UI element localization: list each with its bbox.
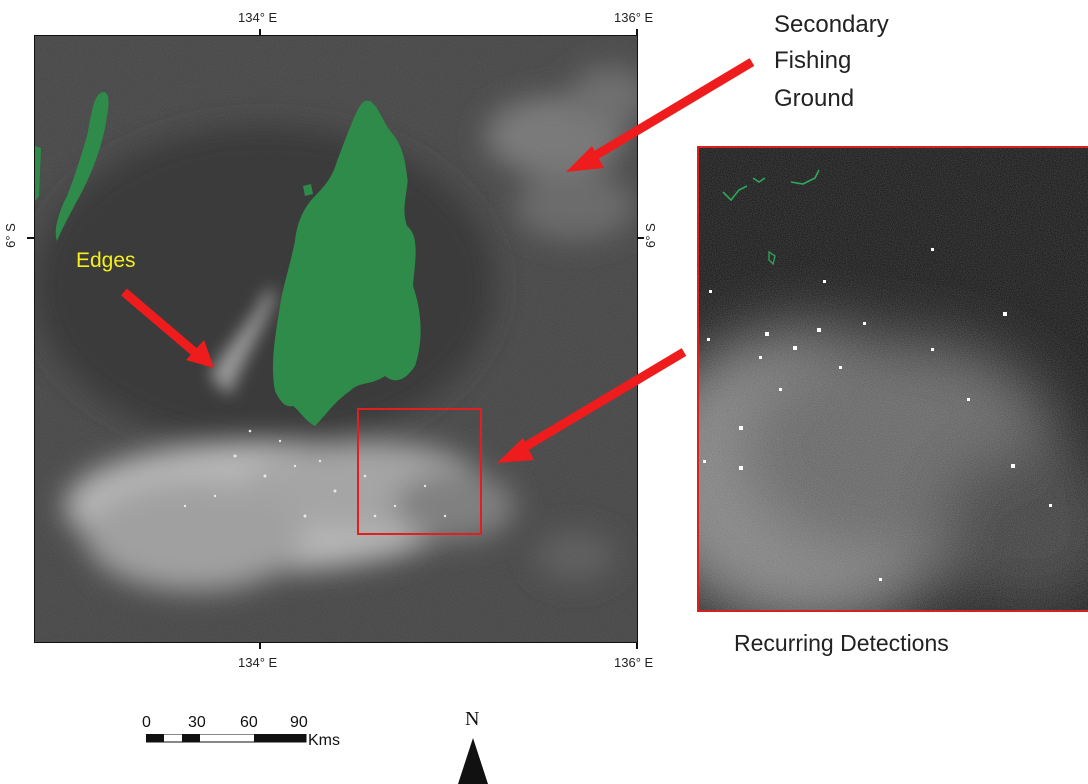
- western-island-sliver: [35, 146, 41, 201]
- lon-label-bottom-134: 134° E: [238, 655, 278, 670]
- inset-islet: [768, 250, 776, 266]
- edges-arrow: [121, 288, 214, 368]
- tick-right-6s: [637, 237, 644, 239]
- inset-noise: [699, 148, 1088, 610]
- main-island: [272, 100, 421, 426]
- main-map: [34, 35, 638, 643]
- inset-detection-points: [703, 248, 1052, 581]
- inset-zoom-panel: [697, 146, 1088, 612]
- tick-top-136: [636, 29, 638, 36]
- inset-canvas: [699, 148, 1088, 610]
- north-arrow-icon: [458, 738, 488, 784]
- scale-bar: 0 30 60 90 Kms: [142, 714, 382, 764]
- secondary-label-line3: Ground: [774, 85, 855, 112]
- secondary-label-line2: Fishing: [774, 47, 852, 74]
- highlight-box: [357, 408, 482, 535]
- tick-left-6s: [27, 237, 34, 239]
- scale-bar-graphic: [146, 734, 307, 743]
- detection-points: [183, 429, 447, 518]
- scale-tick-60: 60: [240, 714, 258, 731]
- inset-arrow: [497, 348, 687, 463]
- western-island: [55, 92, 109, 241]
- north-letter: N: [465, 708, 480, 730]
- inset-coastline: [722, 169, 820, 202]
- scale-tick-0: 0: [142, 714, 151, 731]
- lon-label-bottom-136: 136° E: [614, 655, 654, 670]
- main-island-speck: [303, 184, 313, 196]
- tick-bottom-134: [259, 642, 261, 649]
- scale-tick-90: 90: [290, 714, 308, 731]
- secondary-label-line1: Secondary: [774, 11, 889, 38]
- secondary-ground-arrow: [566, 58, 755, 172]
- scale-tick-30: 30: [188, 714, 206, 731]
- lon-label-top-134: 134° E: [238, 10, 278, 25]
- recurring-detections-caption: Recurring Detections: [734, 630, 949, 656]
- lon-label-top-136: 136° E: [614, 10, 654, 25]
- edges-label: Edges: [76, 249, 136, 272]
- tick-bottom-136: [636, 642, 638, 649]
- scale-unit: Kms: [308, 732, 340, 749]
- main-map-canvas: [35, 36, 637, 642]
- tick-top-134: [259, 29, 261, 36]
- edges-streak: [210, 286, 275, 396]
- primary-fishing-glow: [65, 441, 615, 591]
- north-arrow: N: [456, 708, 492, 784]
